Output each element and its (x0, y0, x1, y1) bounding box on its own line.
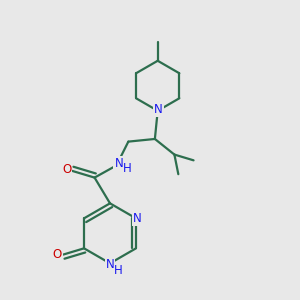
Text: O: O (62, 163, 71, 176)
Text: N: N (154, 103, 163, 116)
Text: N: N (133, 212, 142, 225)
Text: H: H (114, 264, 123, 277)
Text: H: H (123, 162, 131, 175)
Text: N: N (106, 259, 114, 272)
Text: O: O (52, 248, 62, 261)
Text: N: N (114, 157, 123, 170)
